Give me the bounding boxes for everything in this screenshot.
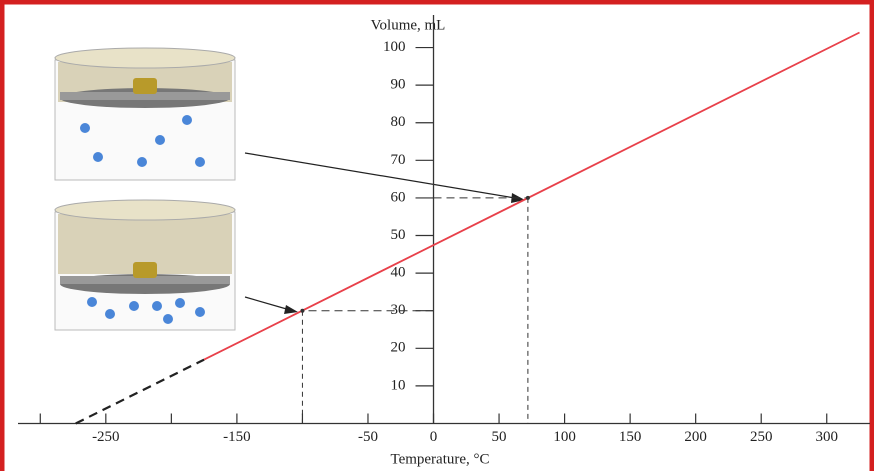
y-tick-label: 60 (391, 189, 406, 205)
y-tick-label: 20 (391, 340, 406, 356)
page: {"chart_data": {"type": "line", "y_label… (0, 0, 874, 471)
x-tick-label: 200 (684, 429, 707, 445)
y-tick-label: 50 (391, 227, 406, 243)
x-tick-label: 250 (750, 429, 773, 445)
x-tick-label: -50 (358, 429, 378, 445)
y-tick-label: 10 (391, 377, 406, 393)
y-tick-label: 30 (391, 302, 406, 318)
x-tick-label: 300 (815, 429, 838, 445)
y-tick-label: 90 (391, 77, 406, 93)
data-point (526, 196, 530, 200)
beaker-warm (55, 48, 525, 203)
y-tick-label: 70 (391, 152, 406, 168)
x-tick-label: -250 (92, 429, 120, 445)
x-tick-label: 150 (619, 429, 642, 445)
x-axis-label: Temperature, °C (390, 451, 489, 467)
data-line (76, 360, 204, 424)
x-tick-label: 0 (430, 429, 438, 445)
data-point (300, 309, 304, 313)
x-tick-label: -150 (223, 429, 251, 445)
x-tick-label: 100 (553, 429, 576, 445)
x-tick-label: 50 (492, 429, 507, 445)
beaker-cold (55, 200, 298, 330)
y-tick-label: 40 (391, 265, 406, 281)
y-tick-label: 100 (383, 39, 406, 55)
chart: Volume, mL Temperature, °C -250-150-5005… (0, 0, 874, 471)
y-tick-label: 80 (391, 114, 406, 130)
